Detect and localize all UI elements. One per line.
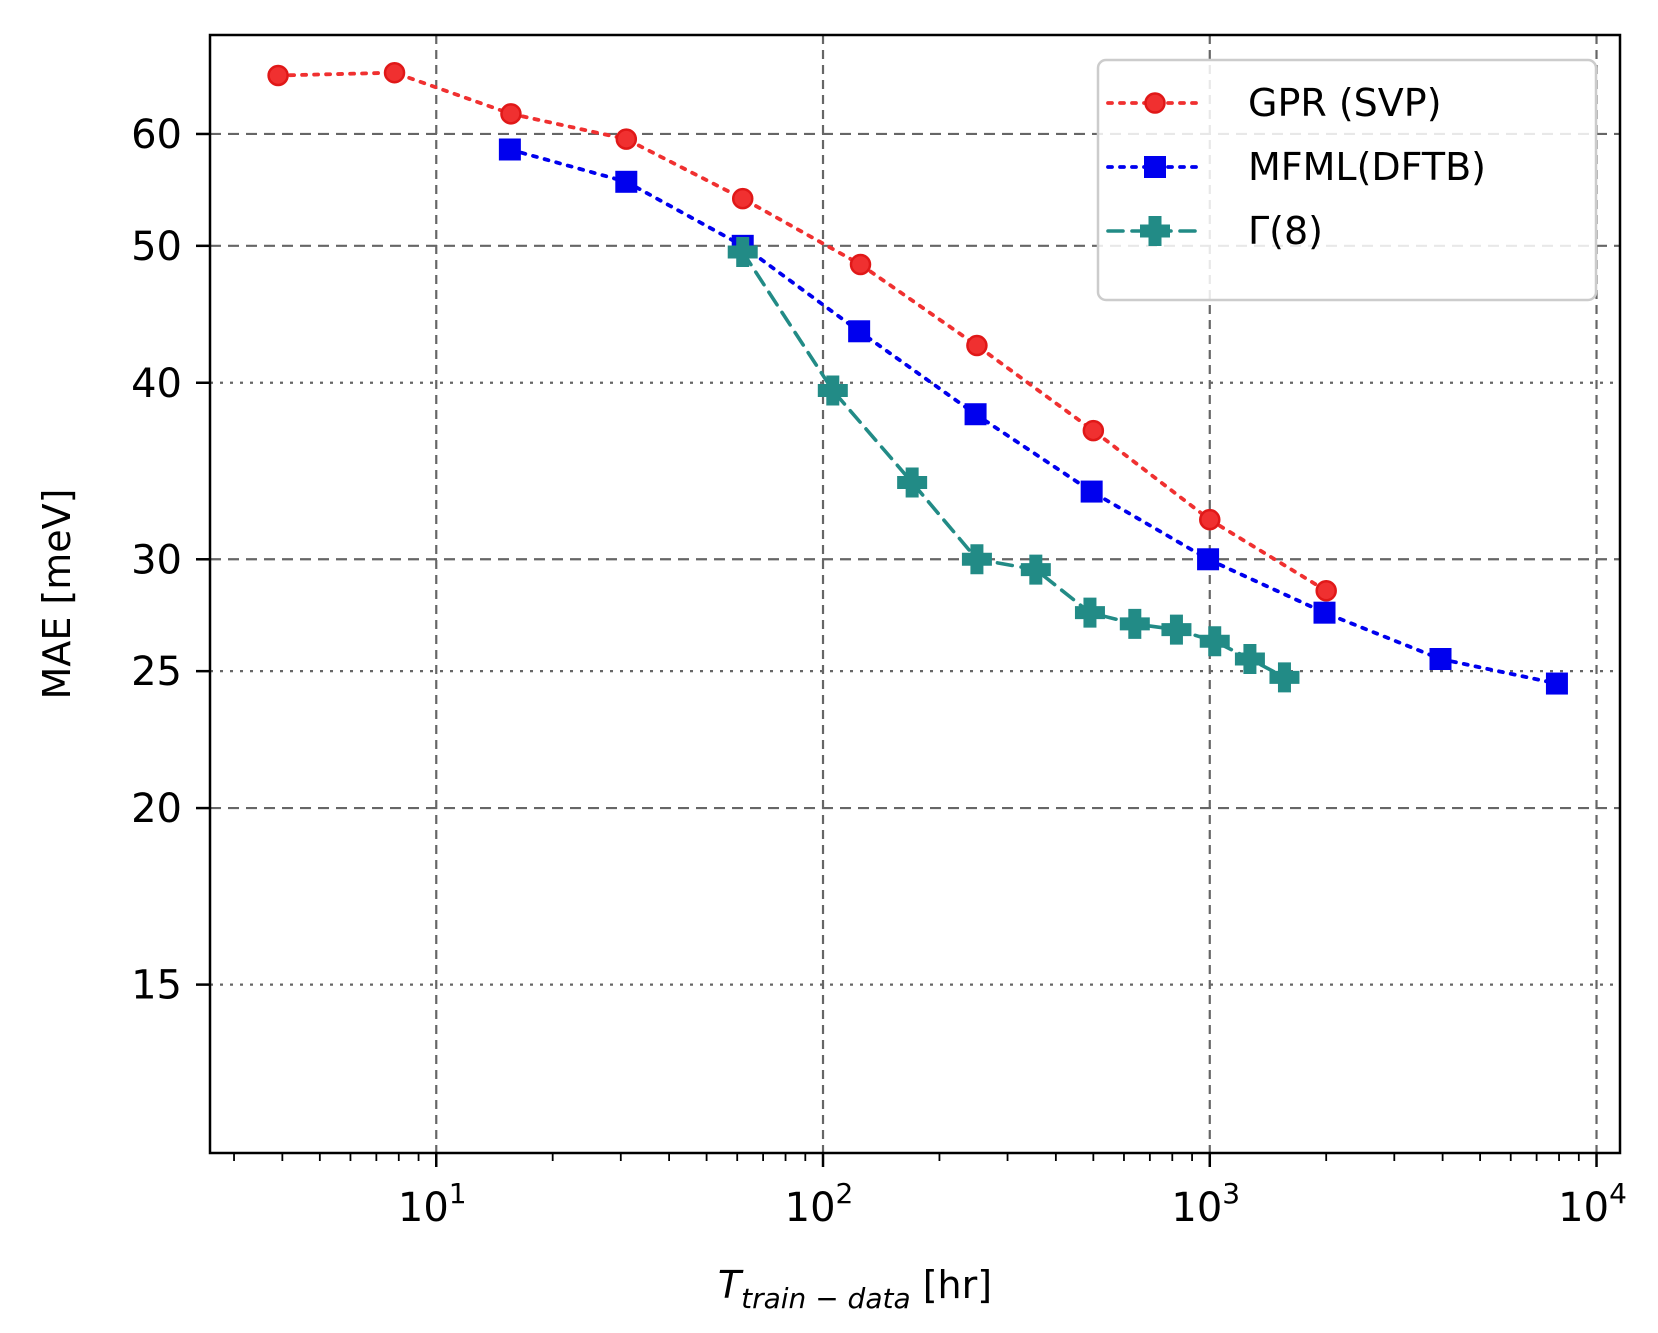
data-point: [849, 253, 872, 276]
data-point: [498, 138, 521, 161]
x-tick-label: 103: [1171, 1177, 1240, 1231]
x-axis-label: Ttrain − data [hr]: [718, 1263, 992, 1315]
data-point: [1020, 554, 1051, 585]
data-point: [731, 187, 754, 210]
y-axis-label: MAE [meV]: [35, 489, 79, 700]
data-point: [1545, 672, 1568, 695]
legend-marker: [1144, 92, 1166, 114]
y-tick-label: 60: [131, 112, 182, 158]
data-point: [1161, 614, 1192, 645]
legend-entry-0: GPR (SVP): [1106, 81, 1442, 125]
data-point: [1315, 580, 1337, 602]
data-point: [615, 128, 638, 150]
data-point: [727, 236, 758, 267]
axis-ticks: 60 50 40 30 25 20 15 101 102 103 104: [131, 112, 1627, 1231]
series-line: [276, 70, 1329, 593]
x-tick-label: 101: [398, 1177, 467, 1231]
legend-box: [1096, 58, 1598, 302]
legend-marker: [1144, 156, 1166, 178]
series-line: [507, 147, 1559, 686]
data-point: [383, 61, 406, 84]
series-layer: [267, 61, 1568, 695]
data-point: [1074, 597, 1105, 628]
data-point: [961, 544, 992, 575]
plot-frame: [208, 33, 1622, 1155]
legend-entries: GPR (SVP) MFML(DFTB) Γ(8): [1106, 81, 1486, 253]
x-axis-label-unit: [hr]: [911, 1263, 992, 1307]
x-axis-label-main: T: [718, 1263, 744, 1307]
data-point: [1313, 601, 1336, 624]
x-axis-label-subscript: train − data: [741, 1282, 911, 1315]
legend: GPR (SVP) MFML(DFTB) Γ(8): [1096, 58, 1598, 302]
data-point: [500, 103, 522, 125]
data-point: [1082, 419, 1105, 442]
data-point: [848, 320, 871, 343]
series-0: [267, 61, 1337, 602]
data-point: [817, 375, 848, 406]
y-tick-label: 30: [131, 537, 182, 583]
data-point: [897, 467, 928, 498]
legend-label: GPR (SVP): [1248, 81, 1442, 125]
data-point: [267, 64, 289, 87]
data-point: [1080, 480, 1103, 503]
legend-entry-1: MFML(DFTB): [1106, 145, 1486, 189]
data-point: [1234, 644, 1265, 675]
data-point: [1429, 648, 1452, 671]
legend-label: MFML(DFTB): [1248, 145, 1486, 189]
x-tick-label: 102: [785, 1177, 854, 1231]
x-tick-label: 104: [1558, 1177, 1627, 1231]
data-point: [1197, 548, 1220, 571]
data-point: [1119, 608, 1150, 639]
data-point: [964, 403, 987, 426]
data-point: [966, 334, 988, 357]
data-point: [1269, 662, 1300, 693]
y-tick-label: 20: [131, 786, 182, 832]
legend-entry-2: Γ(8): [1106, 209, 1323, 253]
series-2: [727, 236, 1300, 693]
legend-marker: [1140, 216, 1170, 246]
y-tick-label: 15: [131, 963, 182, 1009]
data-point: [615, 170, 638, 193]
y-tick-label: 40: [131, 361, 182, 407]
y-tick-label: 50: [131, 224, 182, 270]
data-point: [1199, 626, 1230, 657]
y-tick-label: 25: [131, 649, 182, 695]
data-point: [1199, 508, 1221, 531]
legend-label: Γ(8): [1248, 209, 1323, 253]
